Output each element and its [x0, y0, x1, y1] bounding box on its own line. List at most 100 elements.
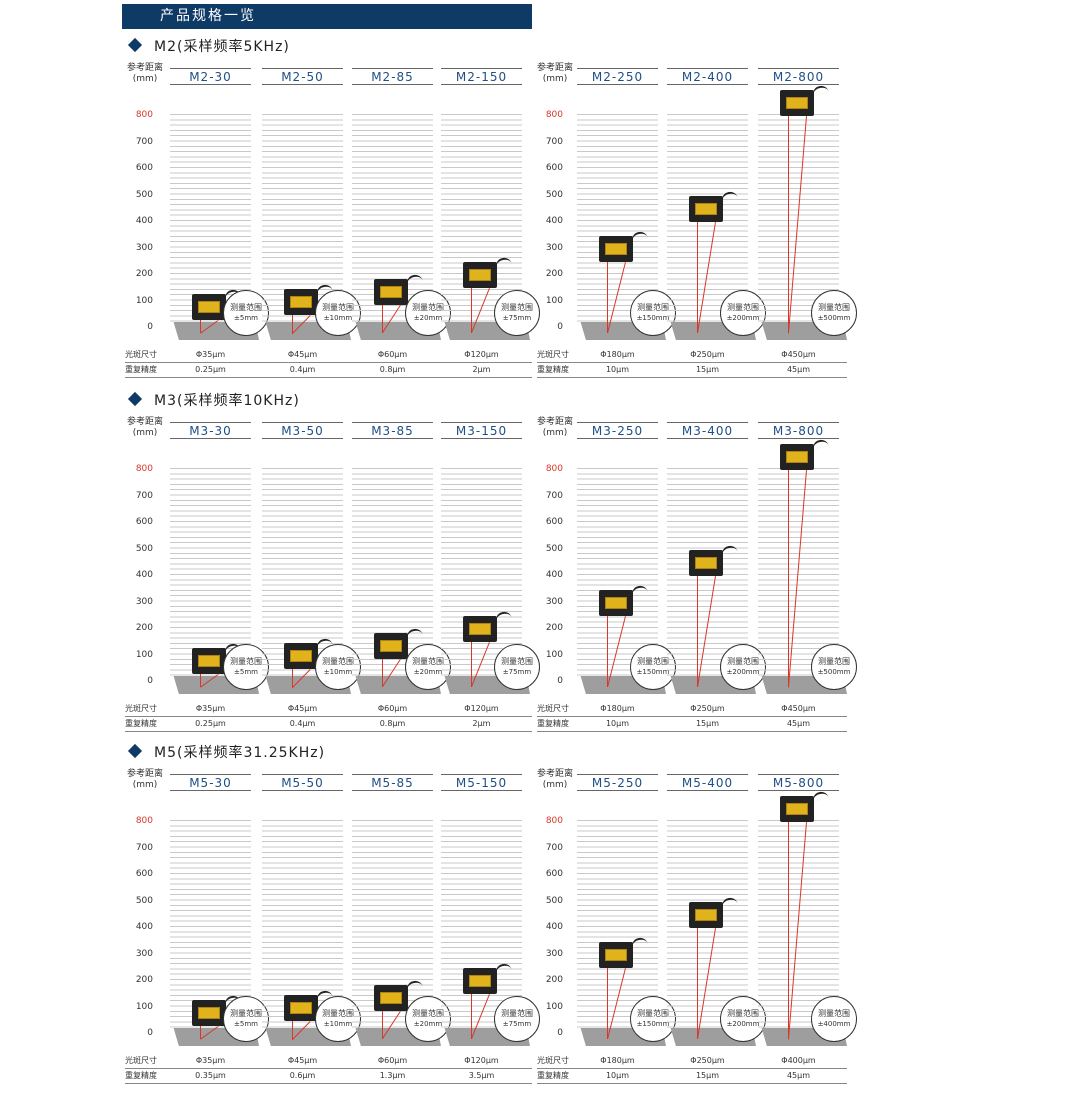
model-column: M5-800 测量范围 ±400mm — [758, 706, 857, 1060]
measuring-range-badge: 测量范围 ±75mm — [494, 996, 540, 1042]
model-column: M5-150 测量范围 ±75mm — [441, 706, 540, 1060]
range-value: ±200mm — [726, 668, 760, 676]
range-value: ±10mm — [323, 314, 353, 322]
spec-row-spot: 光斑尺寸 Φ180μm Φ250μm Φ450μm — [537, 348, 847, 363]
model-name: M2-250 — [577, 68, 658, 85]
spec-value: Φ45μm — [287, 1056, 318, 1065]
model-name: M2-50 — [262, 68, 343, 85]
section-title: M3(采样频率10KHz) — [154, 393, 300, 409]
row-label: 重复精度 — [537, 719, 569, 728]
y-tick-label: 700 — [545, 490, 563, 501]
y-tick-label: 800 — [135, 816, 153, 826]
model-name: M3-800 — [758, 422, 839, 439]
y-tick-label: 0 — [147, 1028, 153, 1038]
model-name: M3-85 — [352, 422, 433, 439]
model-name: M3-50 — [262, 422, 343, 439]
spec-value: Φ35μm — [195, 350, 226, 359]
model-name: M3-150 — [441, 422, 522, 439]
spec-value: 45μm — [786, 719, 811, 728]
product-section: M5(采样频率31.25KHz) 参考距离 (mm) 0 100 200 300 400 500… — [0, 706, 1065, 1084]
model-column: M3-30 测量范围 ±5mm — [170, 354, 269, 708]
y-tick-label: 400 — [545, 922, 563, 932]
product-section: M2(采样频率5KHz) 参考距离 (mm) 0 100 200 300 400 500 600 7… — [0, 0, 1065, 378]
model-column: M2-30 测量范围 ±5mm — [170, 0, 269, 354]
range-label: 测量范围 — [322, 1009, 354, 1018]
reference-distance-label: 参考距离 (mm) — [535, 63, 575, 85]
laser-beam — [200, 674, 201, 687]
y-tick-label: 200 — [545, 975, 563, 985]
reference-distance-label: 参考距离 (mm) — [535, 417, 575, 439]
row-label: 光斑尺寸 — [537, 1056, 569, 1065]
sensor-window — [290, 1001, 312, 1014]
model-name: M3-30 — [170, 422, 251, 439]
reference-distance-label: 参考距离 (mm) — [125, 63, 165, 85]
spec-value: 45μm — [786, 1071, 811, 1080]
range-value: ±5mm — [234, 314, 258, 322]
range-label: 测量范围 — [501, 1009, 533, 1018]
sensor-image — [599, 589, 633, 616]
y-tick-label: 500 — [545, 895, 563, 906]
spec-value: 10μm — [605, 1071, 630, 1080]
section-heading: M5(采样频率31.25KHz) — [127, 742, 326, 762]
ref-label-text: 参考距离 — [126, 417, 163, 427]
laser-beam — [382, 305, 383, 333]
model-name: M5-400 — [667, 774, 748, 791]
spec-row-repeat: 重复精度 10μm 15μm 45μm — [537, 1069, 847, 1084]
measuring-range-badge: 测量范围 ±500mm — [811, 644, 857, 690]
y-tick-label: 0 — [557, 1028, 563, 1038]
y-tick-label: 100 — [135, 295, 153, 306]
spec-value: 0.8μm — [379, 719, 406, 728]
laser-beam — [200, 1026, 201, 1039]
sensor-image — [599, 235, 633, 262]
model-column: M3-85 测量范围 ±20mm — [352, 354, 451, 708]
y-tick-label: 100 — [135, 649, 153, 660]
y-tick-label: 200 — [135, 975, 153, 985]
ref-unit-text: (mm) — [132, 428, 158, 438]
model-column: M2-150 测量范围 ±75mm — [441, 0, 540, 354]
ref-label-text: 参考距离 — [536, 63, 573, 73]
model-column: M5-50 测量范围 ±10mm — [262, 706, 361, 1060]
sensor-image — [780, 90, 814, 116]
y-tick-label: 300 — [545, 596, 563, 607]
spec-value: 1.3μm — [379, 1071, 406, 1080]
model-name: M2-150 — [441, 68, 522, 85]
section-title: M5(采样频率31.25KHz) — [154, 745, 326, 761]
laser-beam — [697, 576, 698, 687]
y-tick-label: 100 — [545, 295, 563, 306]
sensor-image — [192, 1000, 226, 1027]
model-name: M2-400 — [667, 68, 748, 85]
sensor-window — [695, 557, 717, 569]
measuring-range-badge: 测量范围 ±500mm — [811, 290, 857, 336]
range-label: 测量范围 — [230, 1009, 262, 1018]
spec-value: Φ450μm — [781, 704, 816, 713]
y-tick-label: 400 — [545, 570, 563, 580]
spec-row-repeat: 重复精度 0.25μm 0.4μm 0.8μm 2μm — [125, 363, 532, 378]
model-column: M2-800 测量范围 ±500mm — [758, 0, 857, 354]
sensor-image — [463, 262, 497, 289]
spec-value: 2μm — [472, 719, 491, 728]
ref-label-text: 参考距离 — [536, 769, 573, 779]
y-tick-label: 700 — [135, 842, 153, 853]
spec-row-spot: 光斑尺寸 Φ35μm Φ45μm Φ60μm Φ120μm — [125, 702, 532, 717]
laser-beam — [607, 261, 608, 333]
y-tick-label: 200 — [545, 623, 563, 633]
model-name: M5-85 — [352, 774, 433, 791]
sensor-image — [374, 279, 408, 306]
y-tick-label: 500 — [545, 189, 563, 200]
range-value: ±150mm — [636, 1020, 670, 1028]
range-value: ±75mm — [502, 314, 532, 322]
sensor-window — [786, 97, 808, 109]
range-label: 测量范围 — [230, 303, 262, 312]
range-value: ±400mm — [817, 1020, 851, 1028]
measuring-range-badge: 测量范围 ±20mm — [405, 644, 451, 690]
range-value: ±20mm — [413, 314, 443, 322]
sensor-image — [689, 902, 723, 928]
sensor-image — [374, 985, 408, 1012]
y-tick-label: 200 — [135, 269, 153, 279]
range-label: 测量范围 — [818, 1009, 850, 1018]
model-column: M5-85 测量范围 ±20mm — [352, 706, 451, 1060]
ref-label-text: 参考距离 — [126, 769, 163, 779]
spec-value: Φ35μm — [195, 1056, 226, 1065]
y-tick-label: 600 — [135, 163, 153, 173]
spec-row-repeat: 重复精度 0.25μm 0.4μm 0.8μm 2μm — [125, 717, 532, 732]
